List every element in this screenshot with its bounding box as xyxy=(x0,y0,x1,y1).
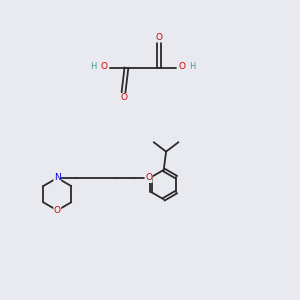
Text: O: O xyxy=(178,62,185,71)
Text: H: H xyxy=(189,61,196,70)
Text: O: O xyxy=(120,93,127,102)
Text: O: O xyxy=(145,173,152,182)
Text: O: O xyxy=(155,33,162,42)
Text: N: N xyxy=(54,173,61,182)
Text: O: O xyxy=(54,206,61,215)
Text: O: O xyxy=(100,62,107,71)
Text: H: H xyxy=(90,61,96,70)
